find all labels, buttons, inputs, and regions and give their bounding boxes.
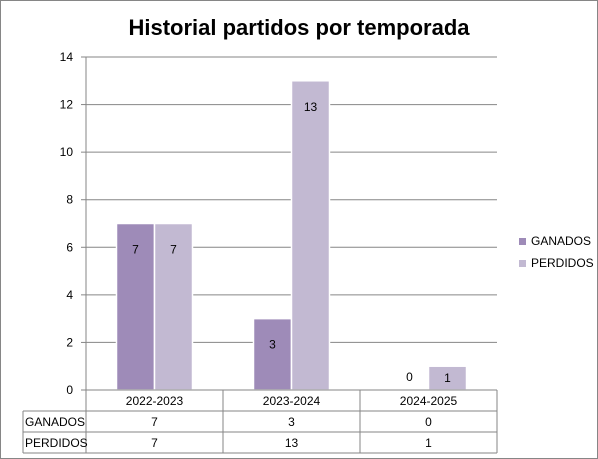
data-label-ganados-2024-2025: 0 <box>406 370 413 384</box>
table-cell-ganados-2023-2024: 3 <box>288 415 295 429</box>
legend-swatch-perdidos <box>519 259 526 267</box>
y-tick-label-2: 2 <box>66 335 73 349</box>
table-cell-ganados-2022-2023: 7 <box>151 415 158 429</box>
y-tick-label-14: 14 <box>60 50 74 64</box>
chart-title: Historial partidos por temporada <box>128 15 470 40</box>
y-tick-label-8: 8 <box>66 193 73 207</box>
legend-item-perdidos: PERDIDOS <box>519 252 594 274</box>
table-series-label-perdidos: PERDIDOS <box>25 436 88 450</box>
y-tick-label-12: 12 <box>60 98 74 112</box>
table-series-label-ganados: GANADOS <box>25 415 85 429</box>
data-label-ganados-2023-2024: 3 <box>269 338 276 352</box>
table-category-2024-2025: 2024-2025 <box>400 394 458 408</box>
bar-perdidos-2023-2024 <box>290 80 331 391</box>
table-cell-perdidos-2022-2023: 7 <box>151 436 158 450</box>
table-cell-perdidos-2023-2024: 13 <box>285 436 299 450</box>
data-label-perdidos-2022-2023: 7 <box>170 243 177 257</box>
y-tick-label-4: 4 <box>66 288 73 302</box>
legend: GANADOS PERDIDOS <box>519 230 594 274</box>
data-label-perdidos-2023-2024: 13 <box>304 100 318 114</box>
table-cell-ganados-2024-2025: 0 <box>425 415 432 429</box>
table-cell-perdidos-2024-2025: 1 <box>425 436 432 450</box>
data-label-perdidos-2024-2025: 1 <box>444 371 451 385</box>
y-tick-label-6: 6 <box>66 240 73 254</box>
legend-item-ganados: GANADOS <box>519 230 594 252</box>
table-category-2022-2023: 2022-2023 <box>126 394 184 408</box>
legend-label-ganados: GANADOS <box>531 234 592 248</box>
y-tick-label-10: 10 <box>60 145 74 159</box>
y-tick-label-0: 0 <box>66 383 73 397</box>
data-label-ganados-2022-2023: 7 <box>132 243 139 257</box>
legend-label-perdidos: PERDIDOS <box>531 256 594 270</box>
table-category-2023-2024: 2023-2024 <box>263 394 321 408</box>
legend-swatch-ganados <box>519 237 526 245</box>
bar-perdidos-2022-2023 <box>153 222 194 391</box>
bar-ganados-2023-2024 <box>252 317 293 391</box>
